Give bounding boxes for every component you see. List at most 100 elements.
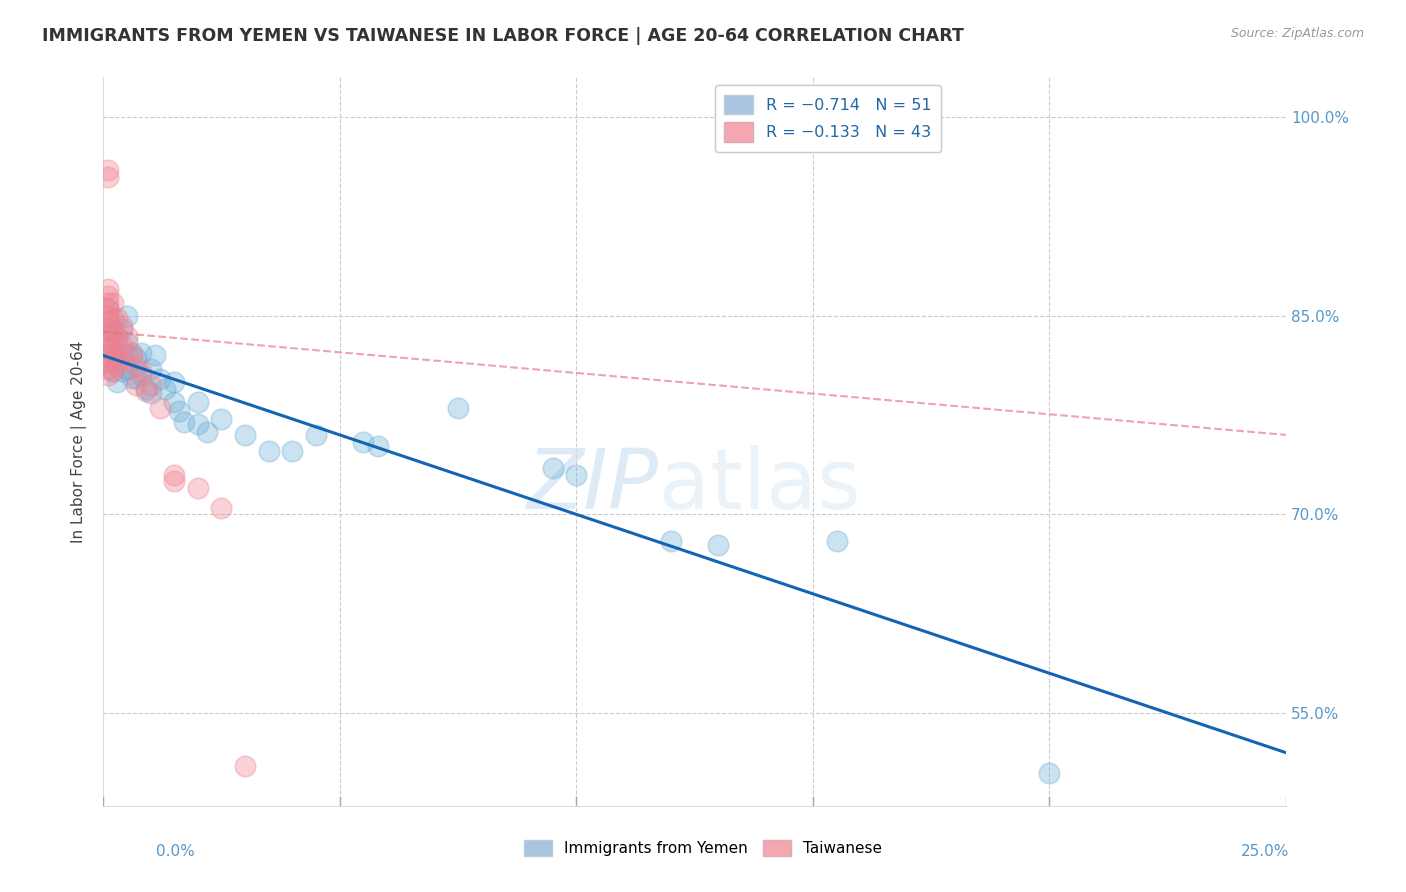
Point	[101, 364, 124, 378]
Point	[97, 169, 120, 184]
Point	[163, 467, 186, 482]
Point	[107, 355, 129, 369]
Point	[97, 342, 120, 356]
Point	[125, 377, 148, 392]
Point	[211, 500, 233, 515]
Point	[97, 355, 120, 369]
Point	[97, 302, 120, 317]
Point	[97, 309, 120, 323]
Point	[97, 315, 120, 329]
Point	[111, 322, 134, 336]
Point	[195, 425, 218, 440]
Point	[139, 361, 162, 376]
Text: Source: ZipAtlas.com: Source: ZipAtlas.com	[1230, 27, 1364, 40]
Point	[97, 355, 120, 369]
Point	[1038, 765, 1060, 780]
Point	[305, 428, 328, 442]
Point	[107, 375, 129, 389]
Point	[149, 372, 172, 386]
Text: 25.0%: 25.0%	[1241, 845, 1289, 859]
Point	[143, 349, 166, 363]
Point	[129, 346, 152, 360]
Point	[565, 467, 588, 482]
Point	[167, 404, 190, 418]
Point	[101, 295, 124, 310]
Text: 0.0%: 0.0%	[156, 845, 195, 859]
Point	[541, 461, 564, 475]
Point	[97, 328, 120, 343]
Point	[101, 322, 124, 336]
Point	[135, 384, 157, 399]
Text: IMMIGRANTS FROM YEMEN VS TAIWANESE IN LABOR FORCE | AGE 20-64 CORRELATION CHART: IMMIGRANTS FROM YEMEN VS TAIWANESE IN LA…	[42, 27, 965, 45]
Point	[115, 309, 138, 323]
Point	[352, 434, 374, 449]
Text: atlas: atlas	[659, 445, 860, 525]
Legend: R = −0.714   N = 51, R = −0.133   N = 43: R = −0.714 N = 51, R = −0.133 N = 43	[714, 86, 941, 152]
Point	[101, 364, 124, 378]
Point	[115, 328, 138, 343]
Point	[101, 351, 124, 365]
Point	[707, 538, 730, 552]
Point	[163, 475, 186, 489]
Point	[111, 338, 134, 352]
Point	[101, 325, 124, 339]
Point	[97, 282, 120, 296]
Point	[187, 481, 209, 495]
Point	[107, 328, 129, 343]
Point	[367, 438, 389, 452]
Point	[163, 375, 186, 389]
Point	[447, 401, 470, 416]
Point	[149, 401, 172, 416]
Point	[153, 382, 176, 396]
Point	[233, 428, 256, 442]
Point	[211, 412, 233, 426]
Point	[121, 349, 143, 363]
Point	[825, 533, 848, 548]
Point	[97, 289, 120, 303]
Point	[257, 443, 280, 458]
Point	[97, 295, 120, 310]
Point	[107, 311, 129, 326]
Point	[111, 355, 134, 369]
Point	[281, 443, 304, 458]
Point	[125, 371, 148, 385]
Point	[115, 335, 138, 350]
Point	[135, 382, 157, 396]
Point	[111, 364, 134, 378]
Legend: Immigrants from Yemen, Taiwanese: Immigrants from Yemen, Taiwanese	[519, 834, 887, 862]
Point	[233, 759, 256, 773]
Point	[125, 351, 148, 365]
Point	[115, 349, 138, 363]
Point	[125, 359, 148, 373]
Point	[101, 338, 124, 352]
Point	[97, 163, 120, 178]
Point	[115, 361, 138, 376]
Point	[129, 368, 152, 383]
Point	[97, 322, 120, 336]
Point	[187, 417, 209, 432]
Point	[97, 361, 120, 376]
Point	[139, 377, 162, 392]
Point	[97, 342, 120, 356]
Point	[121, 346, 143, 360]
Point	[97, 335, 120, 350]
Point	[97, 349, 120, 363]
Point	[659, 533, 682, 548]
Point	[163, 394, 186, 409]
Point	[107, 346, 129, 360]
Point	[101, 311, 124, 326]
Point	[187, 394, 209, 409]
Point	[111, 319, 134, 334]
Point	[121, 371, 143, 385]
Y-axis label: In Labor Force | Age 20-64: In Labor Force | Age 20-64	[72, 341, 87, 542]
Point	[111, 346, 134, 360]
Point	[139, 385, 162, 400]
Point	[107, 359, 129, 373]
Point	[97, 368, 120, 383]
Point	[97, 302, 120, 317]
Text: ZIP: ZIP	[527, 445, 659, 525]
Point	[129, 364, 152, 378]
Point	[101, 346, 124, 360]
Point	[97, 322, 120, 336]
Point	[107, 335, 129, 350]
